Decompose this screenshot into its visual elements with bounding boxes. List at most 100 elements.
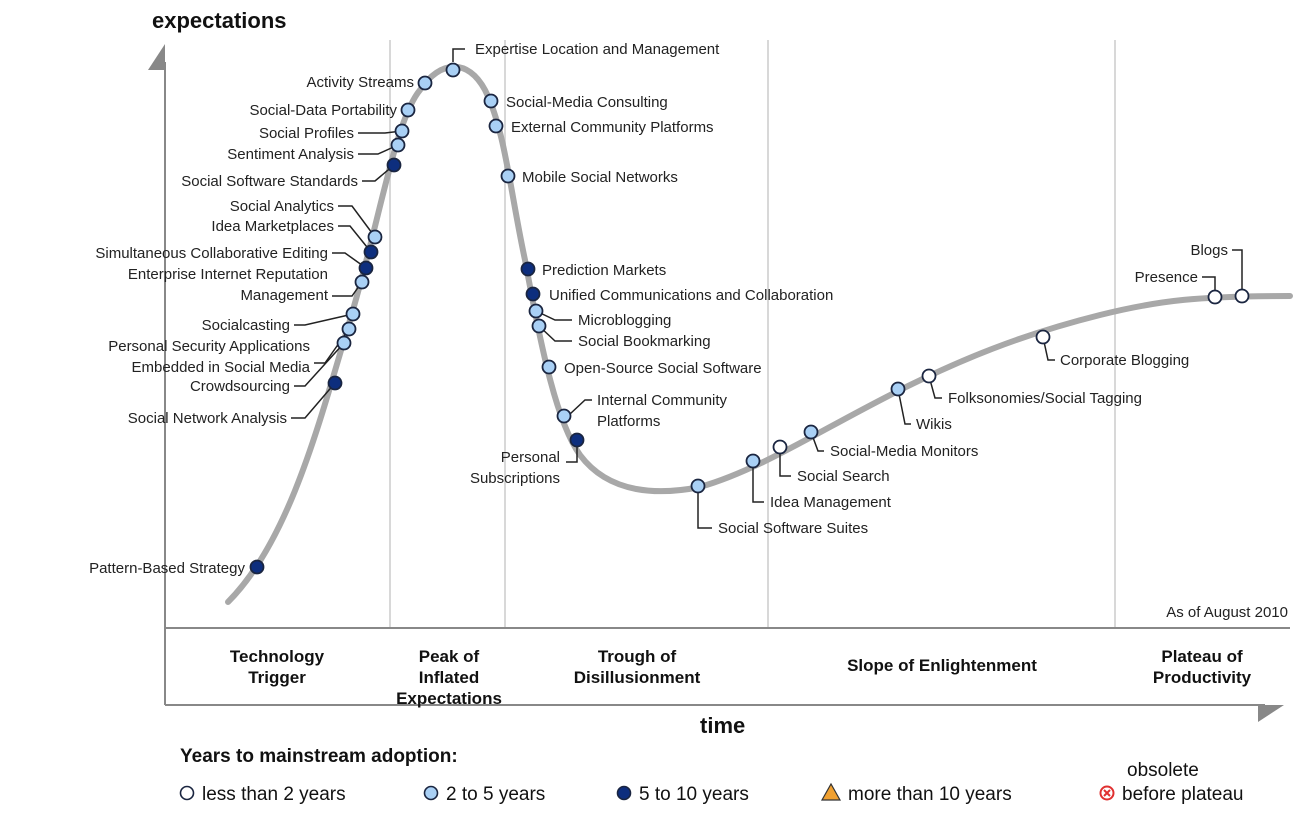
technology-label-external-community-platforms: External Community Platforms: [511, 119, 714, 136]
technology-marker-personal-security-applications-embedded-in-social-media: [341, 321, 357, 337]
technology-label-mobile-social-networks: Mobile Social Networks: [522, 169, 678, 186]
triangle-icon: [820, 782, 842, 801]
technology-label-social-software-standards: Social Software Standards: [181, 173, 358, 190]
phase-label-plateau-of-productivity: Plateau of Productivity: [1153, 647, 1252, 687]
technology-label-personal-security-applications-embedded-in-social-media: Personal Security Applications Embedded i…: [108, 338, 310, 376]
technology-marker-social-profiles: [394, 123, 410, 139]
technology-marker-internal-community-platforms: [556, 408, 572, 424]
technology-marker-enterprise-internet-reputation-management: [354, 274, 370, 290]
technology-label-prediction-markets: Prediction Markets: [542, 262, 666, 279]
technology-label-expertise-location-and-management: Expertise Location and Management: [475, 41, 720, 58]
technology-marker-idea-marketplaces: [363, 244, 379, 260]
technology-label-social-media-consulting: Social-Media Consulting: [506, 94, 668, 111]
phase-labels: Technology Trigger Peak of Inflated Expectat…: [230, 647, 1252, 708]
leader-line-social-software-standards: [362, 164, 395, 182]
technology-label-social-network-analysis: Social Network Analysis: [128, 410, 287, 427]
technology-label-enterprise-internet-reputation-management: Enterprise Internet Reputation Management: [128, 266, 329, 304]
technology-marker-socialcasting: [345, 306, 361, 322]
technology-marker-sentiment-analysis: [390, 137, 406, 153]
technology-marker-corporate-blogging: [1035, 329, 1051, 345]
legend-label-more-than-10-years: more than 10 years: [848, 784, 1012, 805]
phase-dividers: [389, 40, 1116, 628]
technology-marker-pattern-based-strategy: [249, 559, 265, 575]
technology-marker-external-community-platforms: [488, 118, 504, 134]
technology-marker-idea-management: [745, 453, 761, 469]
technology-marker-social-software-standards: [386, 157, 402, 173]
technology-marker-expertise-location-and-management: [445, 62, 461, 78]
legend-label-obsolete: obsolete: [1127, 760, 1199, 781]
technology-marker-open-source-social-software: [541, 359, 557, 375]
leader-line-wikis: [897, 388, 911, 425]
y-axis-label: expectations: [152, 8, 287, 33]
technology-label-internal-community-platforms: Internal Community Platforms: [597, 392, 728, 430]
technology-label-open-source-social-software: Open-Source Social Software: [564, 360, 762, 377]
technology-label-social-data-portability: Social-Data Portability: [249, 102, 397, 119]
technology-label-presence: Presence: [1135, 269, 1198, 286]
legend-circle-icon-lt2: [179, 785, 195, 801]
phase-label-peak-of-inflated-expectations: Peak of Inflated Expectations: [396, 647, 502, 708]
technology-label-social-software-suites: Social Software Suites: [718, 520, 868, 537]
technology-label-unified-communications-and-collaboration: Unified Communications and Collaboration: [549, 287, 833, 304]
technology-label-folksonomies-social-tagging: Folksonomies/Social Tagging: [948, 390, 1142, 407]
phase-label-technology-trigger: Technology Trigger: [230, 647, 325, 687]
technology-marker-blogs: [1234, 288, 1250, 304]
technology-label-socialcasting: Socialcasting: [202, 317, 290, 334]
technology-marker-microblogging: [528, 303, 544, 319]
technology-label-idea-management: Idea Management: [770, 494, 892, 511]
leader-line-internal-community-platforms: [569, 399, 592, 415]
legend-title: Years to mainstream adoption:: [180, 746, 458, 767]
leader-line-simultaneous-collaborative-editing: [332, 252, 367, 269]
leader-line-idea-marketplaces: [338, 225, 372, 253]
technology-label-corporate-blogging: Corporate Blogging: [1060, 352, 1189, 369]
leader-lines: [291, 48, 1243, 529]
technology-label-social-profiles: Social Profiles: [259, 125, 354, 142]
obsolete-x-circle-icon: [1099, 785, 1115, 801]
technology-label-social-bookmarking: Social Bookmarking: [578, 333, 711, 350]
x-axis-label: time: [700, 713, 745, 738]
phase-label-trough-of-disillusionment: Trough of Disillusionment: [574, 647, 701, 687]
leader-line-socialcasting: [294, 313, 354, 326]
leader-line-corporate-blogging: [1042, 336, 1055, 361]
technology-label-social-media-monitors: Social-Media Monitors: [830, 443, 978, 460]
technology-marker-simultaneous-collaborative-editing: [358, 260, 374, 276]
legend-circle-icon-2to5: [423, 785, 439, 801]
technology-label-activity-streams: Activity Streams: [306, 74, 414, 91]
leader-line-social-network-analysis: [291, 382, 336, 419]
technology-marker-unified-communications-and-collaboration: [525, 286, 541, 302]
technology-marker-social-analytics: [367, 229, 383, 245]
legend-label-less-than-2-years: less than 2 years: [202, 784, 346, 805]
phase-label-slope-of-enlightenment: Slope of Enlightenment: [847, 656, 1037, 675]
technology-label-microblogging: Microblogging: [578, 312, 671, 329]
axes: [164, 62, 1290, 706]
technology-label-pattern-based-strategy: Pattern-Based Strategy: [89, 560, 245, 577]
technology-marker-personal-subscriptions: [569, 432, 585, 448]
technology-label-idea-marketplaces: Idea Marketplaces: [211, 218, 334, 235]
technology-marker-mobile-social-networks: [500, 168, 516, 184]
technology-marker-social-network-analysis: [327, 375, 343, 391]
as-of-date: As of August 2010: [1166, 604, 1288, 621]
technology-points: Pattern-Based Strategy Social Network Ana…: [89, 41, 1250, 577]
legend-label-2-to-5-years: 2 to 5 years: [446, 784, 545, 805]
technology-marker-social-bookmarking: [531, 318, 547, 334]
technology-label-crowdsourcing: Crowdsourcing: [190, 378, 290, 395]
leader-line-crowdsourcing: [294, 342, 345, 387]
technology-marker-wikis: [890, 381, 906, 397]
technology-label-wikis: Wikis: [916, 416, 952, 433]
technology-label-blogs: Blogs: [1190, 242, 1228, 259]
technology-marker-social-search: [772, 439, 788, 455]
legend: Years to mainstream adoption: less than 2…: [179, 746, 1244, 805]
technology-label-simultaneous-collaborative-editing: Simultaneous Collaborative Editing: [95, 245, 328, 262]
technology-marker-social-media-monitors: [803, 424, 819, 440]
technology-marker-social-software-suites: [690, 478, 706, 494]
technology-label-social-analytics: Social Analytics: [230, 198, 334, 215]
leader-line-expertise-location-and-management: [452, 48, 465, 62]
technology-marker-presence: [1207, 289, 1223, 305]
leader-line-folksonomies-social-tagging: [928, 375, 942, 399]
legend-label-before-plateau: before plateau: [1122, 784, 1244, 805]
leader-line-idea-management: [752, 461, 764, 503]
x-axis-arrow-icon: [1258, 705, 1284, 722]
technology-marker-activity-streams: [417, 75, 433, 91]
technology-marker-crowdsourcing: [336, 335, 352, 351]
technology-marker-social-media-consulting: [483, 93, 499, 109]
legend-circle-icon-5to10: [616, 785, 632, 801]
